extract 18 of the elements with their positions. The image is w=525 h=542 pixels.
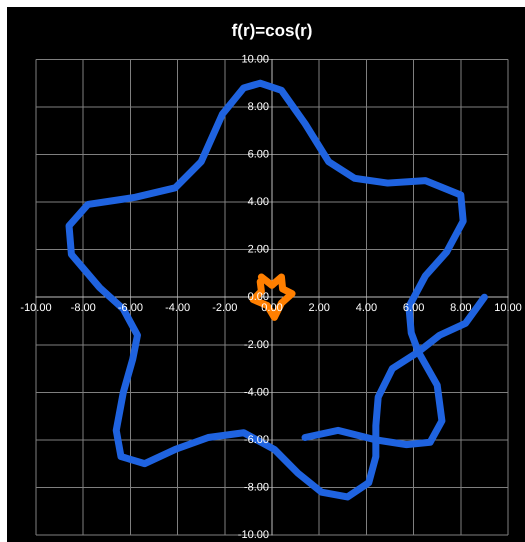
y-tick-label: -2.00 <box>244 338 269 351</box>
y-tick-label: -4.00 <box>244 386 269 398</box>
y-tick-label: -8.00 <box>244 481 269 494</box>
x-tick-label: -8.00 <box>70 302 96 314</box>
y-tick-label: -10.00 <box>238 529 269 542</box>
x-tick-label: 8.00 <box>450 302 472 314</box>
x-tick-label: -2.00 <box>212 302 238 314</box>
chart-title: f(r)=cos(r) <box>232 20 312 40</box>
y-tick-label: 6.00 <box>248 148 269 161</box>
y-tick-label: 10.00 <box>241 53 269 66</box>
x-tick-label: -4.00 <box>165 302 190 314</box>
y-tick-label: 8.00 <box>248 100 269 113</box>
x-tick-label: 10.00 <box>494 302 522 314</box>
x-tick-label: 4.00 <box>356 302 378 314</box>
x-tick-label: -10.00 <box>20 302 52 314</box>
y-tick-label: 2.00 <box>248 244 269 256</box>
x-tick-label: 2.00 <box>308 302 330 314</box>
y-tick-label: 4.00 <box>248 196 269 208</box>
